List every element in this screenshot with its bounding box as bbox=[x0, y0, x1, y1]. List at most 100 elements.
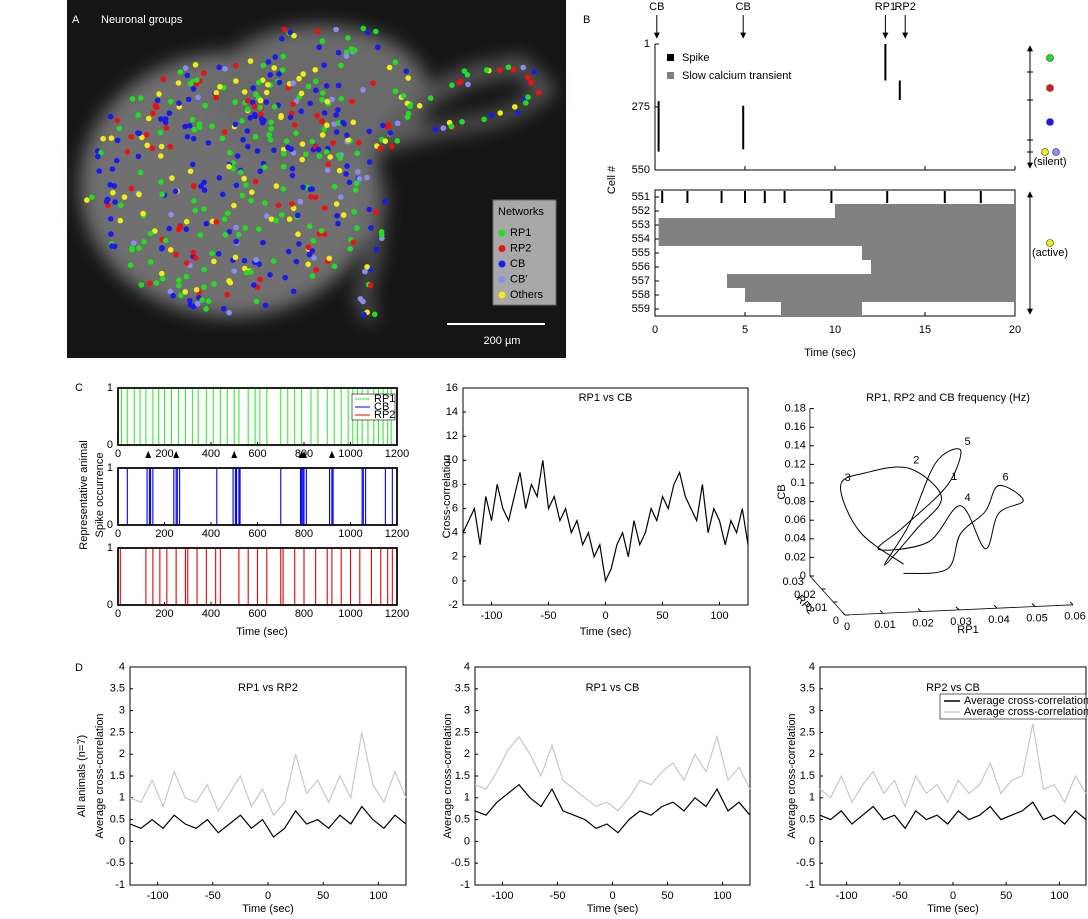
neuron-dot bbox=[215, 251, 222, 257]
y-axis-label: Cell # bbox=[606, 165, 618, 194]
neuron-dot bbox=[258, 111, 264, 118]
neuron-dot bbox=[312, 78, 319, 85]
row-label: 556 bbox=[632, 261, 650, 273]
neuron-dot bbox=[496, 67, 503, 74]
neuron-dot bbox=[118, 202, 124, 208]
y-tick-label: -1 bbox=[460, 879, 470, 891]
x-tick-label: 200 bbox=[155, 608, 173, 620]
neuron-dot bbox=[307, 100, 313, 107]
x-tick-label: 0.06 bbox=[1064, 611, 1085, 623]
neuron-dot bbox=[176, 100, 182, 106]
neuron-dot bbox=[173, 251, 179, 258]
neuron-dot bbox=[321, 205, 328, 211]
x-tick-label: 100 bbox=[713, 890, 731, 902]
neuron-dot bbox=[488, 112, 495, 118]
neuron-dot bbox=[159, 245, 165, 251]
neuron-dot bbox=[182, 123, 188, 130]
neuron-dot bbox=[190, 303, 197, 310]
y-tick-label: 0.5 bbox=[110, 814, 125, 826]
neuron-dot bbox=[237, 169, 244, 175]
group-marker bbox=[1052, 148, 1060, 156]
neuron-dot bbox=[186, 123, 193, 129]
neuron-dot bbox=[248, 197, 254, 204]
neuron-dot bbox=[143, 131, 150, 138]
neuron-dot bbox=[267, 272, 273, 278]
neuron-dot bbox=[330, 140, 337, 146]
x-tick-label: -100 bbox=[147, 890, 169, 902]
neuron-dot bbox=[386, 64, 393, 71]
y-tick-label: 0 bbox=[119, 835, 125, 847]
neuron-dot bbox=[528, 80, 535, 86]
neuron-dot bbox=[156, 91, 162, 97]
x-tick-label: -100 bbox=[480, 610, 502, 622]
x-tick-label: 600 bbox=[248, 448, 266, 460]
neuron-dot bbox=[287, 114, 294, 121]
neuron-dot bbox=[159, 275, 166, 282]
neuron-dot bbox=[265, 81, 271, 88]
x-tick-label: 0.02 bbox=[912, 618, 933, 630]
neuron-dot bbox=[152, 228, 158, 234]
point-label: 5 bbox=[964, 436, 970, 448]
neuron-dot bbox=[271, 147, 277, 153]
neuron-dot bbox=[465, 81, 471, 88]
neuron-dot bbox=[289, 165, 296, 172]
neuron-dot bbox=[192, 62, 199, 68]
legend-title: Networks bbox=[498, 206, 544, 218]
legend-box bbox=[492, 199, 557, 306]
neuron-dot bbox=[89, 194, 95, 201]
neuron-dot bbox=[263, 99, 270, 105]
chart-title: RP1 vs CB bbox=[579, 392, 633, 404]
neuron-dot bbox=[356, 139, 362, 146]
neuron-dot bbox=[309, 273, 316, 279]
calcium-transient bbox=[727, 274, 1015, 288]
neuron-dot bbox=[379, 232, 385, 238]
y-tick-label: 1 bbox=[644, 38, 650, 50]
neuron-dot bbox=[245, 143, 251, 150]
neuron-dot bbox=[231, 202, 237, 209]
legend-label: RP1 bbox=[374, 393, 395, 405]
neuron-dot bbox=[449, 82, 455, 88]
neuron-dot bbox=[150, 110, 156, 117]
neuron-dot bbox=[267, 137, 274, 143]
plot-frame bbox=[474, 666, 751, 886]
neuron-dot bbox=[197, 232, 204, 238]
annotation: RP2 bbox=[894, 1, 915, 13]
neuron-dot bbox=[257, 168, 264, 175]
x-tick-label: 15 bbox=[919, 324, 931, 336]
neuron-dot bbox=[427, 95, 434, 101]
neuron-dot bbox=[251, 111, 258, 118]
neuron-dot bbox=[219, 135, 226, 142]
calcium-transient bbox=[871, 260, 1015, 274]
x-axis-label: Time (sec) bbox=[804, 347, 856, 359]
neuron-dot bbox=[364, 174, 370, 181]
neuron-dot bbox=[141, 239, 147, 245]
y-tick-label: 0.02 bbox=[794, 589, 815, 601]
neuron-dot bbox=[257, 97, 264, 104]
neuron-dot bbox=[107, 182, 113, 188]
neuron-dot bbox=[243, 182, 249, 188]
neuron-dot bbox=[338, 194, 344, 200]
y-tick-label: 0 bbox=[107, 519, 113, 531]
neuron-dot bbox=[124, 149, 131, 155]
z-tick-label: 0.12 bbox=[784, 458, 805, 470]
neuron-dot bbox=[389, 143, 395, 150]
neuron-dot bbox=[239, 192, 246, 199]
neuron-dot bbox=[226, 278, 232, 284]
event-arrow bbox=[301, 451, 307, 458]
neuron-dot bbox=[368, 225, 374, 231]
x-tick bbox=[955, 606, 960, 611]
neuron-dot bbox=[268, 119, 274, 126]
x-tick-label: 200 bbox=[155, 448, 173, 460]
neuron-dot bbox=[366, 159, 373, 165]
neuron-dot bbox=[497, 110, 504, 116]
tissue-arm bbox=[354, 183, 387, 322]
y-tick-label: -0.5 bbox=[451, 857, 470, 869]
neuron-dot bbox=[356, 176, 363, 182]
y-axis-label: Average cross-correlation bbox=[786, 713, 798, 838]
x-tick-label: -50 bbox=[205, 890, 221, 902]
neuron-dot bbox=[154, 97, 161, 104]
neuron-dot bbox=[353, 180, 360, 187]
neuron-dot bbox=[253, 91, 259, 98]
neuron-dot bbox=[260, 62, 267, 69]
neuron-dot bbox=[135, 153, 142, 160]
